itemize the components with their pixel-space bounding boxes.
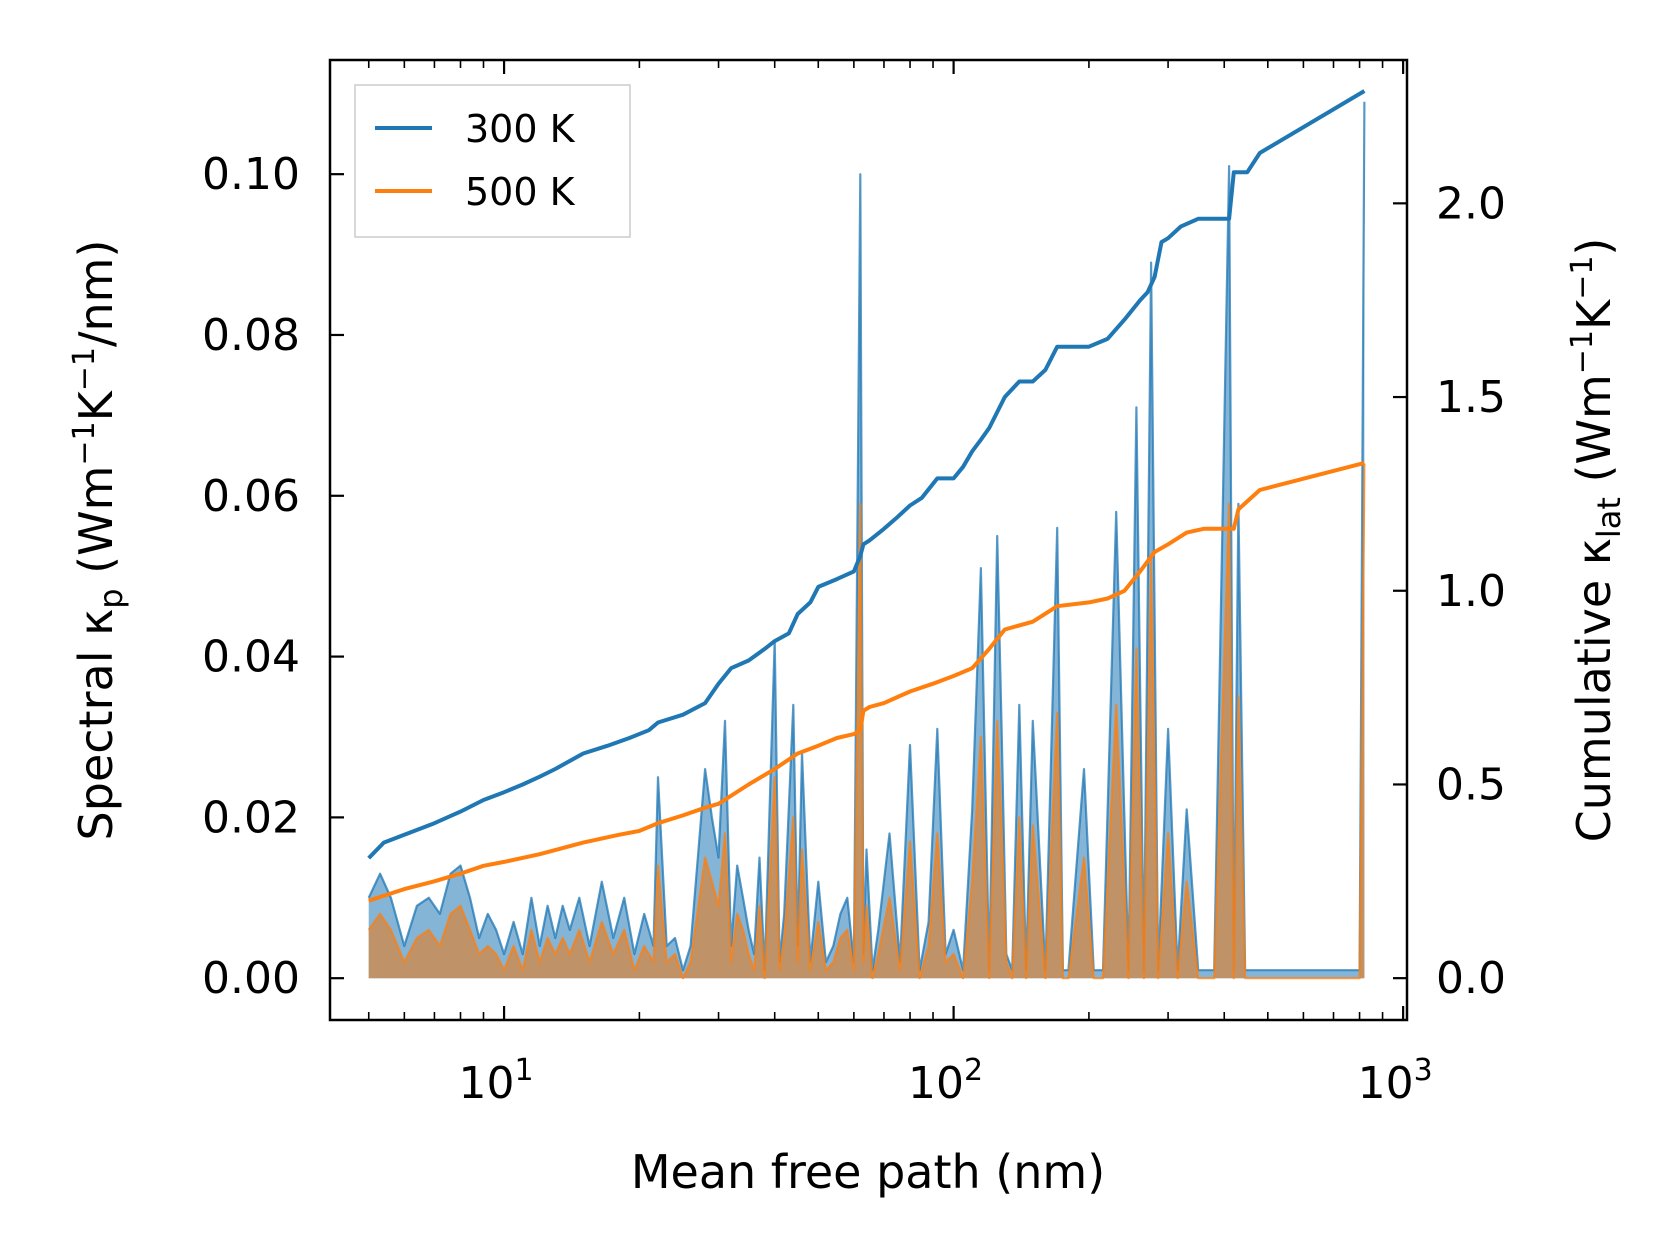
x-axis-label: Mean free path (nm) — [631, 1145, 1105, 1199]
plot-frame — [328, 58, 1409, 1022]
tick-labels: 101 102 1030.000.020.040.060.080.100.00.51… — [202, 149, 1506, 1109]
ticks — [330, 60, 1407, 1020]
y-right-mid: K — [1567, 298, 1621, 330]
y-right-tick-label: 1.5 — [1436, 372, 1506, 423]
y-left-exp1: −1 — [67, 421, 102, 465]
y-right-tick-label: 0.5 — [1436, 759, 1506, 810]
y-right-exp1: −1 — [1565, 330, 1600, 374]
y-right-tick-label: 2.0 — [1436, 178, 1506, 229]
fill-500-k-spectral — [368, 463, 1365, 979]
y-left-tick-label: 0.00 — [202, 953, 300, 1004]
plot-area — [367, 89, 1366, 980]
x-tick-label: 102 — [908, 1053, 983, 1109]
y-axis-label-right: Cumulative κlat (Wm−1K−1) — [1565, 238, 1628, 843]
x-tick-label: 103 — [1358, 1053, 1433, 1109]
line-500-k-spectral — [367, 463, 1366, 980]
y-right-prefix: Cumulative κ — [1567, 538, 1621, 842]
x-tick-exponent: 2 — [964, 1053, 983, 1088]
y-axis-label-left: Spectral κp (Wm−1K−1/nm) — [67, 240, 130, 841]
legend: 300 K 500 K — [354, 84, 631, 238]
x-tick-exponent: 3 — [1414, 1053, 1433, 1088]
legend-label-500k: 500 K — [465, 170, 576, 214]
y-right-units-open: (Wm — [1567, 374, 1621, 497]
y-left-tick-label: 0.10 — [202, 149, 300, 200]
legend-label-300k: 300 K — [465, 107, 576, 151]
spectral-fills — [367, 101, 1366, 980]
y-left-sub: p — [92, 588, 130, 608]
line-300-k-spectral — [367, 101, 1366, 972]
legend-box — [354, 84, 631, 238]
x-tick-label: 101 — [459, 1053, 534, 1109]
x-tick-base: 10 — [1358, 1058, 1414, 1109]
y-left-exp2: −1 — [67, 347, 102, 391]
y-left-units-open: (Wm — [69, 466, 123, 589]
x-tick-base: 10 — [459, 1058, 515, 1109]
y-right-tick-label: 1.0 — [1436, 566, 1506, 617]
y-left-tick-label: 0.06 — [202, 471, 300, 522]
x-tick-base: 10 — [908, 1058, 964, 1109]
y-left-tick-label: 0.04 — [202, 632, 300, 683]
cumulative-line-500-k — [368, 460, 1365, 903]
y-right-exp2: −1 — [1565, 256, 1600, 300]
cumulative-lines — [367, 89, 1366, 903]
y-right-sub: lat — [1590, 497, 1628, 538]
y-left-tick-label: 0.08 — [202, 310, 300, 361]
x-tick-exponent: 1 — [515, 1053, 534, 1088]
y-left-prefix: Spectral κ — [69, 609, 123, 841]
cumulative-line-300-k — [367, 89, 1366, 860]
y-left-mid: K — [69, 389, 123, 421]
y-right-tick-label: 0.0 — [1436, 953, 1506, 1004]
y-left-tail: /nm) — [69, 240, 123, 347]
y-right-tail: ) — [1567, 238, 1621, 256]
y-left-tick-label: 0.02 — [202, 792, 300, 843]
